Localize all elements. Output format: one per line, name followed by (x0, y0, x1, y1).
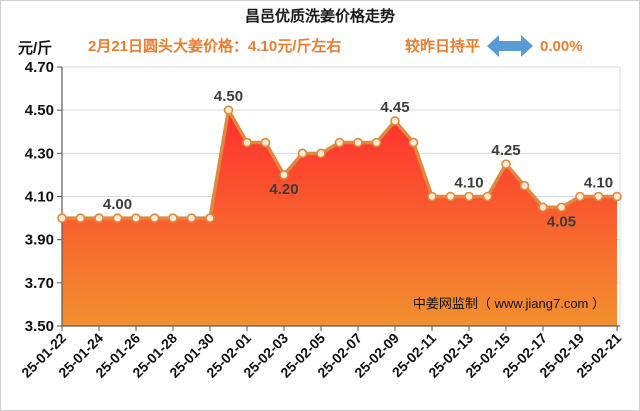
y-axis-unit: 元/斤 (18, 40, 52, 57)
chart-title: 昌邑优质洗姜价格走势 (245, 7, 395, 25)
chart-subtitle: 2月21日圆头大姜价格：4.10元/斤左右 (88, 37, 341, 55)
data-point (482, 191, 493, 202)
y-tick-label: 4.10 (25, 189, 54, 206)
change-text: 较昨日持平 (405, 37, 480, 55)
data-labels: 4.00 4.50 4.20 4.45 4.10 4.25 4.05 4.10 (103, 88, 613, 230)
data-point (390, 116, 400, 126)
data-point (279, 170, 289, 180)
data-label: 4.45 (380, 99, 409, 116)
data-point (519, 180, 530, 191)
data-point (75, 213, 86, 223)
data-point (593, 191, 604, 202)
data-point (538, 202, 548, 213)
data-point (186, 213, 197, 223)
series-area (62, 110, 617, 326)
data-point (334, 137, 345, 148)
data-point (464, 191, 474, 202)
series-area-layer (62, 110, 617, 326)
data-point (242, 137, 252, 148)
data-label: 4.05 (547, 213, 576, 230)
data-point (205, 213, 215, 223)
data-point (94, 213, 104, 223)
data-point (57, 213, 67, 223)
data-point (260, 137, 271, 148)
y-tick-label: 4.50 (25, 102, 54, 119)
data-point (501, 159, 511, 169)
y-tick-label: 4.70 (25, 59, 54, 76)
data-point (168, 213, 178, 223)
data-point (575, 191, 585, 202)
y-tick-label: 3.50 (25, 318, 54, 335)
data-point (316, 148, 326, 159)
data-point (131, 213, 141, 223)
data-label: 4.50 (214, 88, 243, 105)
data-point (353, 137, 363, 148)
data-point (445, 191, 456, 202)
data-point (556, 202, 567, 213)
data-point (223, 105, 234, 115)
data-point (408, 137, 419, 148)
watermark: 中姜网监制（ www.jiang7.com ） (413, 296, 605, 311)
y-tick-label: 3.90 (25, 232, 54, 249)
data-point (427, 191, 437, 202)
data-label: 4.25 (491, 142, 520, 159)
data-label: 4.20 (269, 181, 298, 198)
data-point (297, 148, 308, 159)
data-label: 4.00 (103, 196, 132, 213)
data-point (149, 213, 160, 223)
series-line-layer (57, 105, 622, 223)
data-point (371, 137, 382, 148)
data-label: 4.10 (454, 175, 483, 192)
double-arrow-icon (487, 35, 533, 57)
data-point (612, 191, 622, 202)
y-tick-label: 3.70 (25, 275, 54, 292)
y-tick-label: 4.30 (25, 145, 54, 162)
change-percent: 0.00% (540, 38, 583, 55)
data-point (112, 213, 123, 223)
data-label: 4.10 (584, 175, 613, 192)
